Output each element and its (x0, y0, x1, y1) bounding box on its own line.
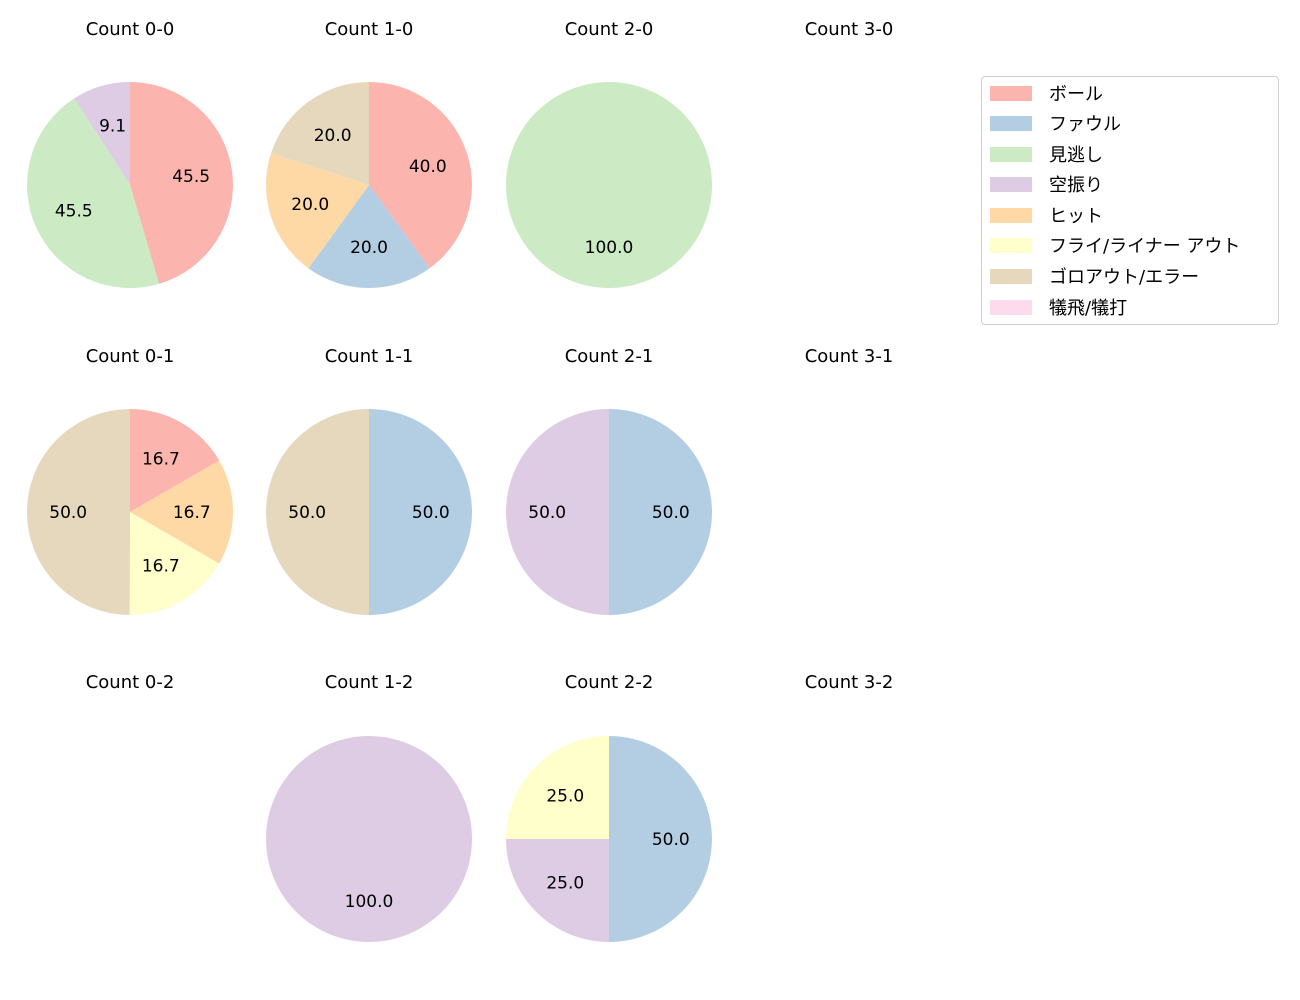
pie-count-3-0: Count 3-0 (805, 19, 894, 40)
legend-label: ゴロアウト/エラー (1049, 267, 1200, 288)
pie-slice (26, 98, 160, 288)
slice-label: 100.0 (585, 238, 634, 258)
legend-item-called-strike: 見逃し (990, 143, 1103, 166)
pie-count-2-0: Count 2-0 100.0 (506, 19, 712, 288)
pie-slice (26, 409, 131, 615)
pie-title: Count 2-2 (565, 672, 654, 693)
pie-slice (129, 512, 220, 615)
legend-item-sacrifice: 犠飛/犠打 (990, 296, 1128, 319)
pie-slice (74, 82, 130, 185)
chart-legend: ボール ファウル 見逃し 空振り ヒット フライ/ライナー アウト ゴロアウト/… (981, 76, 1279, 325)
pie-slice (609, 409, 712, 615)
legend-swatch (990, 207, 1032, 223)
slice-label: 50.0 (288, 503, 326, 523)
slice-label: 16.7 (173, 503, 211, 523)
pie-slice (308, 185, 430, 288)
slice-label: 16.7 (142, 449, 180, 469)
pie-title: Count 3-2 (805, 672, 894, 693)
legend-item-ball: ボール (990, 82, 1103, 105)
legend-label: 犠飛/犠打 (1049, 298, 1128, 319)
pie-slice (506, 839, 609, 942)
pie-count-0-0: Count 0-0 45.5 45.5 9.1 (26, 19, 233, 288)
pie-title: Count 2-0 (565, 19, 654, 40)
legend-swatch (990, 146, 1032, 162)
slice-label: 50.0 (528, 503, 566, 523)
legend-swatch (990, 115, 1032, 131)
legend-item-fly-liner-out: フライ/ライナー アウト (990, 234, 1241, 257)
pie-title: Count 1-2 (325, 672, 414, 693)
slice-label: 50.0 (652, 830, 690, 850)
pie-title: Count 0-1 (86, 346, 175, 367)
pie-title: Count 1-1 (325, 346, 414, 367)
slice-label: 50.0 (652, 503, 690, 523)
pie-count-2-2: Count 2-2 50.0 25.0 25.0 (506, 672, 712, 942)
pie-slice (506, 409, 609, 615)
pie-slice (266, 153, 369, 269)
pie-title: Count 1-0 (325, 19, 414, 40)
pie-count-3-1: Count 3-1 (805, 346, 894, 367)
slice-label: 45.5 (172, 167, 210, 187)
pie-slice (369, 82, 472, 269)
pie-title: Count 3-1 (805, 346, 894, 367)
legend-swatch (990, 268, 1032, 284)
legend-item-hit: ヒット (990, 204, 1103, 227)
pie-slice (271, 82, 369, 185)
legend-item-ground-out-error: ゴロアウト/エラー (990, 265, 1200, 288)
legend-swatch (990, 85, 1032, 101)
pie-title: Count 0-2 (86, 672, 175, 693)
pie-count-3-2: Count 3-2 (805, 672, 894, 693)
slice-label: 50.0 (412, 503, 450, 523)
pie-slice (130, 460, 233, 564)
pie-title: Count 3-0 (805, 19, 894, 40)
slice-label: 20.0 (350, 238, 388, 258)
pie-slice (130, 409, 220, 512)
legend-label: ボール (1049, 84, 1103, 105)
slice-label: 45.5 (55, 202, 93, 222)
pie-slice (609, 736, 712, 942)
pie-count-2-1: Count 2-1 50.0 50.0 (506, 346, 712, 615)
legend-item-swinging-strike: 空振り (990, 173, 1103, 196)
legend-item-foul: ファウル (990, 112, 1121, 135)
legend-swatch (990, 176, 1032, 192)
pie-count-0-1: Count 0-1 16.7 16.7 16.7 50.0 (26, 346, 233, 615)
slice-label: 16.7 (142, 557, 180, 577)
legend-swatch (990, 299, 1032, 315)
pie-slice (506, 736, 609, 839)
slice-label: 20.0 (314, 126, 352, 146)
pie-slice (266, 736, 472, 942)
pie-slice (506, 82, 712, 288)
pie-count-1-2: Count 1-2 100.0 (266, 672, 472, 942)
legend-label: ファウル (1049, 114, 1121, 135)
slice-label: 100.0 (345, 892, 394, 912)
slice-label: 9.1 (99, 117, 126, 137)
slice-label: 40.0 (409, 157, 447, 177)
pie-title: Count 0-0 (86, 19, 175, 40)
legend-swatch (990, 237, 1032, 253)
legend-label: 空振り (1049, 175, 1103, 196)
pie-slice (369, 409, 472, 615)
legend-label: 見逃し (1049, 145, 1103, 166)
legend-label: フライ/ライナー アウト (1049, 236, 1241, 257)
slice-label: 25.0 (546, 786, 584, 806)
pie-count-1-1: Count 1-1 50.0 50.0 (266, 346, 472, 615)
pie-slice (266, 409, 369, 615)
pie-count-0-2: Count 0-2 (86, 672, 175, 693)
pie-count-1-0: Count 1-0 40.0 20.0 20.0 20.0 (266, 19, 472, 288)
slice-label: 25.0 (546, 874, 584, 894)
pie-slice (130, 82, 233, 284)
legend-label: ヒット (1049, 206, 1103, 227)
pie-title: Count 2-1 (565, 346, 654, 367)
slice-label: 50.0 (49, 503, 87, 523)
slice-label: 20.0 (291, 195, 329, 215)
